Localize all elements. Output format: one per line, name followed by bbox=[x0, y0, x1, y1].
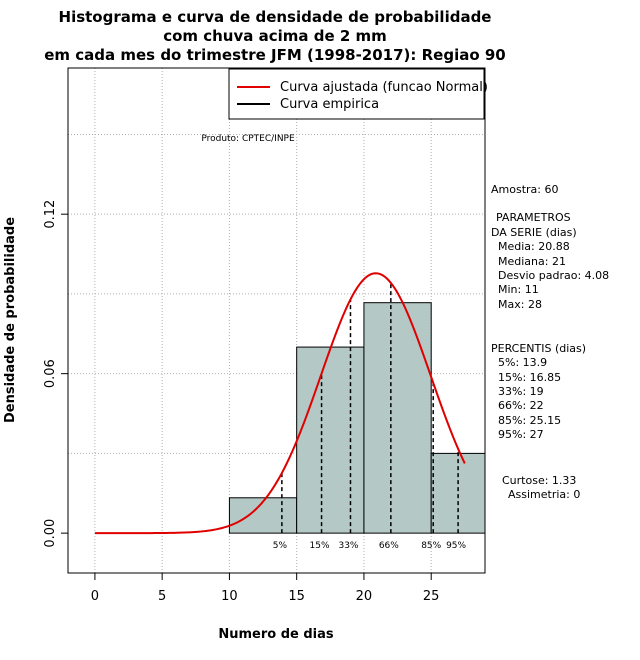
chart-title-line-1: Histograma e curva de densidade de proba… bbox=[59, 8, 492, 26]
histogram-bar bbox=[296, 346, 365, 534]
stat-p33: 33%: 19 bbox=[498, 385, 544, 398]
y-axis: 0.00 0.06 0.12 bbox=[43, 200, 69, 548]
stat-p66: 66%: 22 bbox=[498, 399, 544, 412]
x-axis: 0 5 10 15 20 25 bbox=[91, 572, 440, 604]
stat-median: Mediana: 21 bbox=[498, 255, 566, 268]
legend-empirical-label: Curva empirica bbox=[280, 97, 379, 112]
x-tick-label: 15 bbox=[288, 589, 305, 604]
x-axis-title: Numero de dias bbox=[218, 627, 334, 642]
y-tick-label: 0.06 bbox=[43, 359, 58, 388]
percentile-label: 15% bbox=[310, 541, 330, 551]
fitted-normal-curve bbox=[94, 272, 466, 535]
legend: Curva ajustada (funcao Normal) Curva emp… bbox=[228, 68, 488, 120]
stat-skewness: Assimetria: 0 bbox=[508, 488, 580, 501]
histogram-bar bbox=[430, 452, 486, 534]
fitted-curve-layer bbox=[94, 272, 466, 535]
histogram-bar bbox=[363, 302, 432, 534]
x-tick-label: 5 bbox=[158, 589, 166, 604]
stat-sd: Desvio padrao: 4.08 bbox=[498, 269, 609, 282]
chart-title-line-2: com chuva acima de 2 mm bbox=[163, 27, 387, 45]
params-heading-2: DA SERIE (dias) bbox=[491, 226, 577, 239]
stat-max: Max: 28 bbox=[498, 298, 542, 311]
stat-p85: 85%: 25.15 bbox=[498, 414, 561, 427]
percentiles-heading: PERCENTIS (dias) bbox=[491, 342, 586, 355]
percentile-label: 33% bbox=[338, 541, 358, 551]
percentile-label: 85% bbox=[421, 541, 441, 551]
x-tick-label: 0 bbox=[91, 589, 99, 604]
stat-min: Min: 11 bbox=[498, 283, 539, 296]
x-tick-label: 10 bbox=[221, 589, 238, 604]
sample-size: Amostra: 60 bbox=[491, 183, 558, 196]
percentile-label: 5% bbox=[273, 541, 288, 551]
stat-p95: 95%: 27 bbox=[498, 428, 544, 441]
percentile-label: 66% bbox=[379, 541, 399, 551]
stat-mean: Media: 20.88 bbox=[498, 240, 570, 253]
x-tick-label: 25 bbox=[423, 589, 440, 604]
x-tick-label: 20 bbox=[356, 589, 373, 604]
chart-title-line-3: em cada mes do trimestre JFM (1998-2017)… bbox=[44, 46, 506, 64]
percentile-label: 95% bbox=[446, 541, 466, 551]
params-heading-1: PARAMETROS bbox=[496, 211, 571, 224]
legend-fitted-label: Curva ajustada (funcao Normal) bbox=[280, 80, 488, 95]
stat-kurtosis: Curtose: 1.33 bbox=[502, 474, 576, 487]
y-tick-label: 0.12 bbox=[43, 200, 58, 229]
legend-box bbox=[228, 68, 485, 120]
y-axis-title: Densidade de probabilidade bbox=[3, 217, 18, 423]
statistics-panel: Amostra: 60 PARAMETROS DA SERIE (dias) M… bbox=[491, 183, 609, 501]
product-credit: Produto: CPTEC/INPE bbox=[201, 134, 295, 144]
stat-p15: 15%: 16.85 bbox=[498, 371, 561, 384]
stat-p5: 5%: 13.9 bbox=[498, 356, 547, 369]
percentile-lines: 5% 15% 33% 66% 85% 95% bbox=[273, 282, 467, 551]
y-tick-label: 0.00 bbox=[43, 519, 58, 548]
